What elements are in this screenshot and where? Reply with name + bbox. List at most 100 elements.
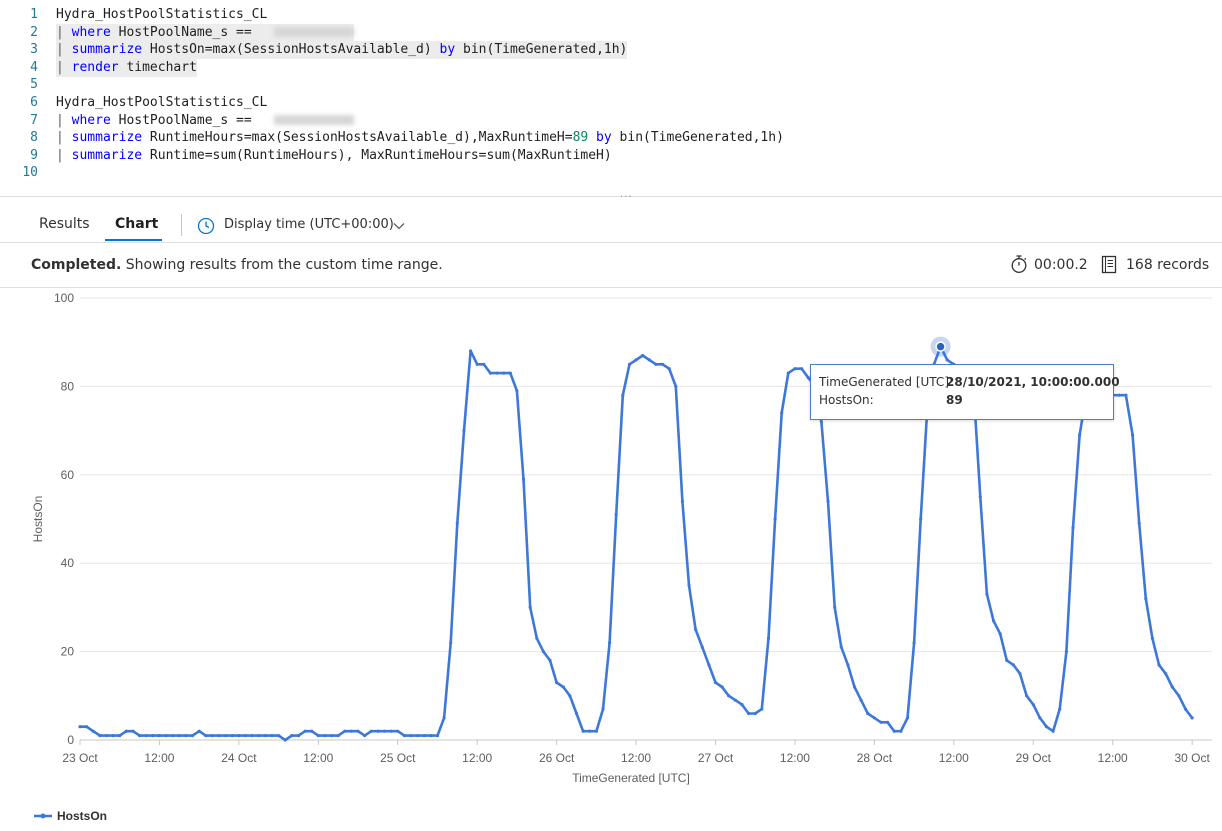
data-point[interactable]	[482, 362, 486, 366]
data-point[interactable]	[852, 685, 857, 689]
data-point[interactable]	[899, 729, 903, 733]
data-point[interactable]	[654, 362, 658, 366]
data-point[interactable]	[184, 734, 188, 738]
data-point[interactable]	[1031, 703, 1035, 707]
data-point[interactable]	[773, 517, 777, 521]
data-point[interactable]	[1071, 526, 1075, 530]
data-point[interactable]	[138, 734, 142, 738]
data-point[interactable]	[1183, 707, 1188, 711]
data-point[interactable]	[455, 521, 459, 525]
data-point[interactable]	[190, 734, 195, 738]
data-point[interactable]	[660, 362, 665, 366]
data-point[interactable]	[429, 734, 433, 738]
data-point[interactable]	[104, 734, 109, 738]
data-point[interactable]	[859, 698, 863, 702]
data-point[interactable]	[753, 711, 757, 716]
data-point[interactable]	[641, 353, 645, 358]
legend-label-hostson[interactable]: HostsOn	[57, 809, 107, 823]
data-point[interactable]	[985, 592, 989, 596]
data-point[interactable]	[157, 734, 161, 738]
data-point[interactable]	[217, 734, 221, 738]
data-point[interactable]	[1038, 716, 1042, 720]
data-point[interactable]	[1058, 707, 1062, 711]
data-point[interactable]	[469, 349, 473, 353]
data-point[interactable]	[204, 734, 208, 738]
data-point[interactable]	[277, 734, 281, 738]
data-point[interactable]	[283, 738, 287, 742]
data-point[interactable]	[416, 734, 420, 738]
data-point[interactable]	[786, 371, 790, 375]
data-point[interactable]	[919, 517, 923, 521]
code-line[interactable]: 1 Hydra_HostPoolStatistics_CL	[0, 6, 1222, 24]
data-point[interactable]	[98, 734, 102, 738]
data-point[interactable]	[713, 680, 718, 685]
data-point[interactable]	[535, 636, 539, 640]
data-point[interactable]	[1025, 694, 1029, 698]
data-point[interactable]	[230, 734, 234, 738]
data-point[interactable]	[733, 698, 738, 702]
data-point[interactable]	[561, 685, 565, 689]
data-point[interactable]	[1018, 672, 1022, 676]
data-point[interactable]	[694, 627, 698, 632]
data-point[interactable]	[237, 734, 241, 738]
tab-chart[interactable]: Chart	[115, 216, 159, 232]
data-point[interactable]	[674, 384, 678, 388]
data-point[interactable]	[621, 393, 625, 397]
data-point[interactable]	[1064, 650, 1068, 654]
data-point[interactable]	[91, 729, 95, 733]
data-point[interactable]	[270, 734, 274, 738]
data-point[interactable]	[680, 499, 685, 503]
data-point[interactable]	[905, 716, 910, 720]
data-point[interactable]	[502, 371, 506, 375]
data-point[interactable]	[766, 636, 771, 640]
data-point[interactable]	[912, 641, 916, 645]
data-point[interactable]	[330, 734, 334, 738]
data-point[interactable]	[323, 734, 327, 738]
data-point[interactable]	[177, 734, 181, 738]
data-point[interactable]	[131, 729, 135, 733]
data-point[interactable]	[336, 734, 340, 738]
data-point[interactable]	[1051, 729, 1055, 733]
data-point[interactable]	[164, 734, 168, 738]
data-point[interactable]	[303, 729, 307, 733]
data-point[interactable]	[720, 685, 724, 689]
data-point[interactable]	[574, 711, 579, 716]
data-point[interactable]	[369, 729, 373, 733]
code-line[interactable]: 3 | summarize HostsOn=max(SessionHostsAva…	[0, 41, 1222, 60]
data-point[interactable]	[356, 729, 360, 733]
data-point[interactable]	[475, 362, 479, 366]
data-point[interactable]	[257, 734, 261, 738]
data-point[interactable]	[263, 734, 267, 738]
data-point[interactable]	[515, 389, 519, 393]
code-line[interactable]: 6 Hydra_HostPoolStatistics_CL	[0, 94, 1222, 112]
data-point[interactable]	[1005, 658, 1009, 662]
data-point[interactable]	[422, 734, 426, 738]
data-point[interactable]	[627, 362, 632, 366]
data-point[interactable]	[171, 734, 175, 738]
data-point[interactable]	[1044, 725, 1049, 729]
data-point[interactable]	[568, 694, 572, 698]
data-point[interactable]	[700, 645, 704, 649]
data-point[interactable]	[555, 680, 559, 685]
code-line[interactable]: 4 | render timechart	[0, 58, 1222, 77]
data-point[interactable]	[1078, 433, 1082, 437]
data-point[interactable]	[826, 499, 830, 503]
data-point[interactable]	[806, 376, 810, 380]
data-point[interactable]	[872, 716, 877, 720]
data-point[interactable]	[290, 734, 294, 738]
data-point[interactable]	[548, 658, 552, 662]
data-point[interactable]	[886, 720, 890, 724]
data-point[interactable]	[310, 729, 314, 733]
data-point[interactable]	[124, 729, 128, 733]
data-point[interactable]	[78, 725, 82, 729]
data-point[interactable]	[210, 734, 214, 738]
data-point[interactable]	[588, 729, 592, 733]
query-editor[interactable]: 1 Hydra_HostPoolStatistics_CL 2 | where Hos…	[0, 0, 1222, 196]
data-point[interactable]	[151, 734, 155, 738]
data-point[interactable]	[819, 420, 824, 424]
data-point[interactable]	[541, 650, 546, 654]
data-point[interactable]	[343, 729, 347, 733]
data-point[interactable]	[634, 358, 638, 362]
pane-splitter[interactable]: ...	[0, 189, 1222, 203]
data-point[interactable]	[349, 729, 353, 733]
